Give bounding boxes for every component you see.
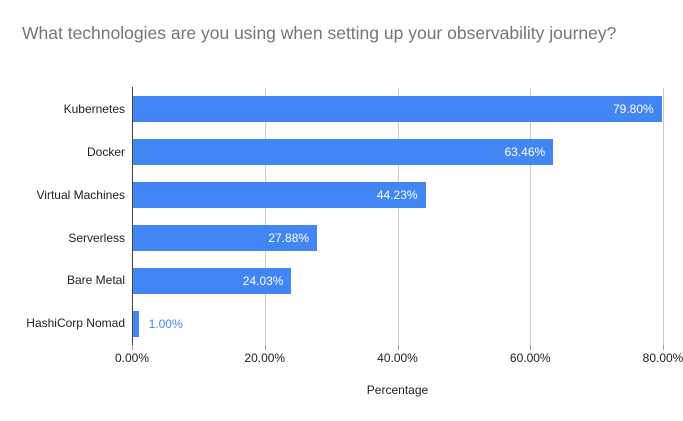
bar-virtual-machines (132, 182, 426, 209)
bar-value-label: 79.80% (612, 102, 654, 117)
x-tick-label: 80.00% (642, 351, 683, 365)
category-label: Kubernetes (63, 102, 125, 116)
category-label: HashiCorp Nomad (26, 316, 125, 331)
x-tick-mark (663, 345, 664, 350)
category-label: Virtual Machines (36, 187, 126, 202)
bar-value-label: 63.46% (504, 145, 546, 160)
gridline-80 (663, 88, 664, 345)
x-tick-label: 40.00% (377, 351, 418, 365)
category-label: Serverless (68, 230, 125, 245)
x-tick-label: 60.00% (509, 351, 551, 365)
gridline-60 (530, 88, 532, 345)
bar-bare-metal (132, 267, 292, 294)
x-tick-label: 20.00% (244, 351, 286, 365)
bar-docker (132, 139, 554, 166)
bar-value-label: 44.23% (376, 188, 418, 203)
x-tick-mark (264, 345, 266, 350)
gridline-40 (397, 88, 399, 345)
y-axis-line (132, 87, 133, 347)
bar-value-label: 24.03% (242, 273, 284, 288)
x-axis-title: Percentage (366, 383, 429, 397)
x-tick-label: 0.00% (114, 351, 150, 365)
category-label: Docker (86, 144, 125, 159)
x-tick-mark (132, 345, 133, 350)
bar-value-label: 1.00% (148, 316, 183, 331)
x-tick-mark (530, 345, 532, 350)
gridline-20 (264, 88, 266, 345)
x-tick-mark (397, 345, 399, 350)
bar-kubernetes (132, 96, 662, 123)
bar-hashicorp-nomad (132, 310, 139, 337)
bar-serverless (132, 224, 318, 251)
chart-title: What technologies are you using when set… (22, 23, 617, 43)
category-label: Bare Metal (66, 273, 125, 288)
bar-value-label: 27.88% (268, 230, 310, 245)
